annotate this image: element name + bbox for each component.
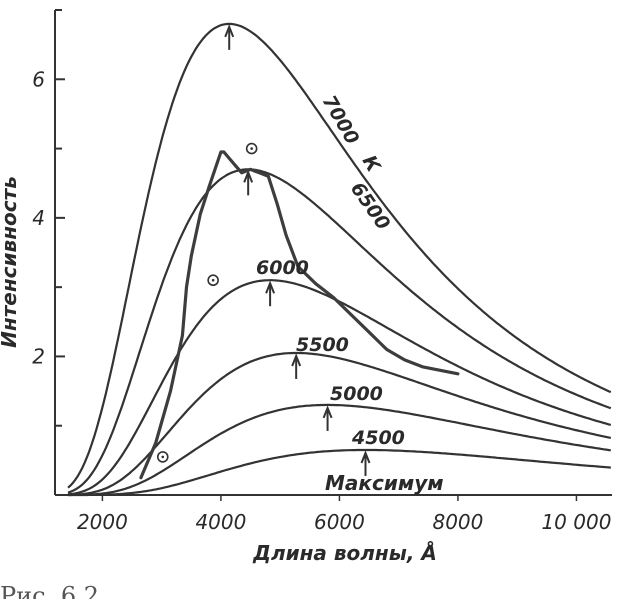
x-tick-label: 2000 [77,510,128,534]
peak-arrow-6000 [265,280,276,307]
y-tick-label: 6 [32,67,45,91]
peak-arrow-6500 [243,169,254,196]
y-axis-title: Интенсивность [0,176,21,348]
planck-curves [67,22,612,497]
x-tick-label: 6000 [314,510,365,534]
observed-marker [156,451,169,463]
planck-curve-7000 [67,22,612,489]
x-ticks: 2000 4000 6000 8000 10 000 [77,495,611,534]
y-tick-label: 2 [32,344,45,368]
observed-marker [245,142,258,155]
x-tick-label: 8000 [432,510,483,534]
axes [54,10,612,496]
figure-caption: Рис. 6.2 [0,582,99,599]
series-label-4500: 4500 [351,427,405,449]
series-label-5500: 5500 [296,334,349,356]
x-axis-title: Длина волны, Å [252,541,437,565]
maximum-annotation: Максимум [325,471,444,495]
peak-arrow-5000 [322,405,333,431]
peak-arrow-7000 [224,24,235,50]
observed-marker [207,274,219,287]
observed-solar-spectrum [139,142,460,480]
observed-spectrum-line [139,150,460,480]
peak-arrow-4500 [360,450,371,476]
series-label-6000: 6000 [256,257,309,279]
x-tick-label: 10 000 [541,510,611,534]
peak-arrow-5500 [291,353,302,379]
series-label-6500: 6500 [346,178,394,234]
y-tick-label: 4 [32,206,45,230]
planck-curve-5000 [68,403,611,497]
planck-curve-5500 [67,351,612,496]
x-tick-label: 4000 [195,510,246,534]
planck-curve-4500 [68,448,611,497]
y-ticks: 2 4 6 [32,9,65,427]
planck-curve-6500 [67,168,612,494]
series-label-5000: 5000 [330,383,383,405]
